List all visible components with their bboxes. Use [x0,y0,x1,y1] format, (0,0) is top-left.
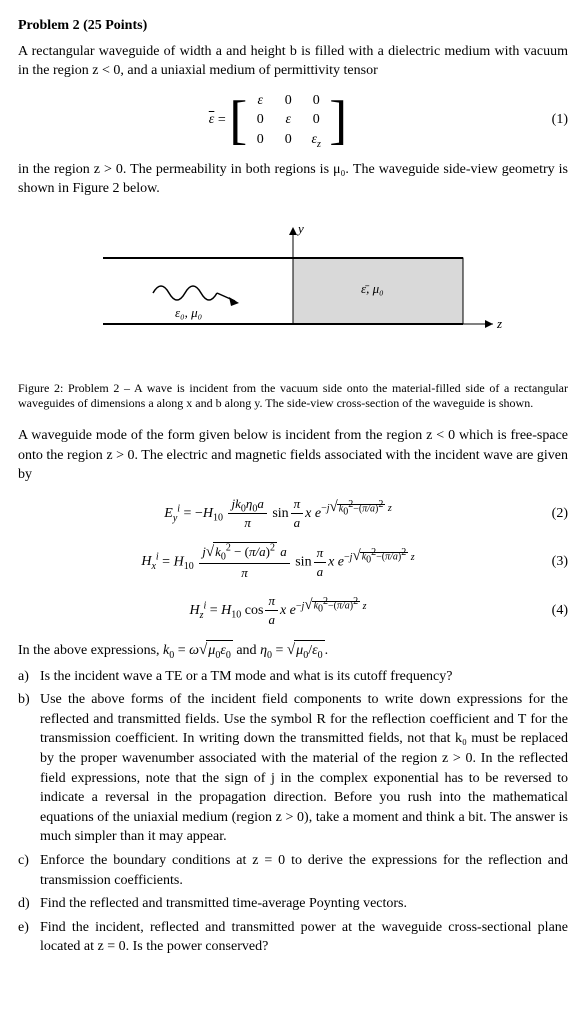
item-b: b) Use the above forms of the incident f… [18,690,568,847]
item-d-label: d) [18,894,40,914]
intro-paragraph-1: A rectangular waveguide of width a and h… [18,42,568,81]
svg-text:ε₀, μ₀: ε₀, μ₀ [175,305,202,320]
equation-4: Hzi = H10 cosπax e−j√k02−(π/a)2 z (4) [18,592,568,629]
eq1-number: (1) [538,110,568,130]
eq2-number: (2) [538,504,568,524]
item-a-label: a) [18,667,40,687]
equation-2: Eyi = −H10 jk0η0aπ sinπax e−j√k02−(π/a)2… [18,495,568,532]
item-a: a) Is the incident wave a TE or a TM mod… [18,667,568,687]
item-d-text: Find the reflected and transmitted time-… [40,894,568,914]
item-b-text: Use the above forms of the incident fiel… [40,690,568,847]
figure-2: z y ε₀, μ₀ ε̄, μ₀ [18,213,568,373]
waveguide-diagram: z y ε₀, μ₀ ε̄, μ₀ [83,213,503,373]
item-c-text: Enforce the boundary conditions at z = 0… [40,851,568,890]
paragraph-defs: In the above expressions, k0 = ω√μ0ε0 an… [18,640,568,661]
figure-caption: Figure 2: Problem 2 – A wave is incident… [18,381,568,412]
svg-text:z: z [496,316,502,331]
equation-1: ε = [ ε00 0ε0 00εz ] (1) [18,91,568,150]
equation-3: Hxi = H10 j√k02 − (π/a)2 aπ sinπax e−j√k… [18,542,568,582]
svg-text:ε̄, μ₀: ε̄, μ₀ [361,281,384,296]
eq3-number: (3) [538,552,568,572]
item-d: d) Find the reflected and transmitted ti… [18,894,568,914]
item-a-text: Is the incident wave a TE or a TM mode a… [40,667,568,687]
item-c-label: c) [18,851,40,890]
problem-title: Problem 2 (25 Points) [18,16,568,36]
item-e: e) Find the incident, reflected and tran… [18,918,568,957]
paragraph-mode: A waveguide mode of the form given below… [18,426,568,485]
eq4-number: (4) [538,601,568,621]
item-c: c) Enforce the boundary conditions at z … [18,851,568,890]
intro-paragraph-2: in the region z > 0. The permeability in… [18,160,568,199]
item-e-label: e) [18,918,40,957]
svg-text:y: y [296,221,304,236]
item-b-label: b) [18,690,40,847]
question-list: a) Is the incident wave a TE or a TM mod… [18,667,568,957]
item-e-text: Find the incident, reflected and transmi… [40,918,568,957]
